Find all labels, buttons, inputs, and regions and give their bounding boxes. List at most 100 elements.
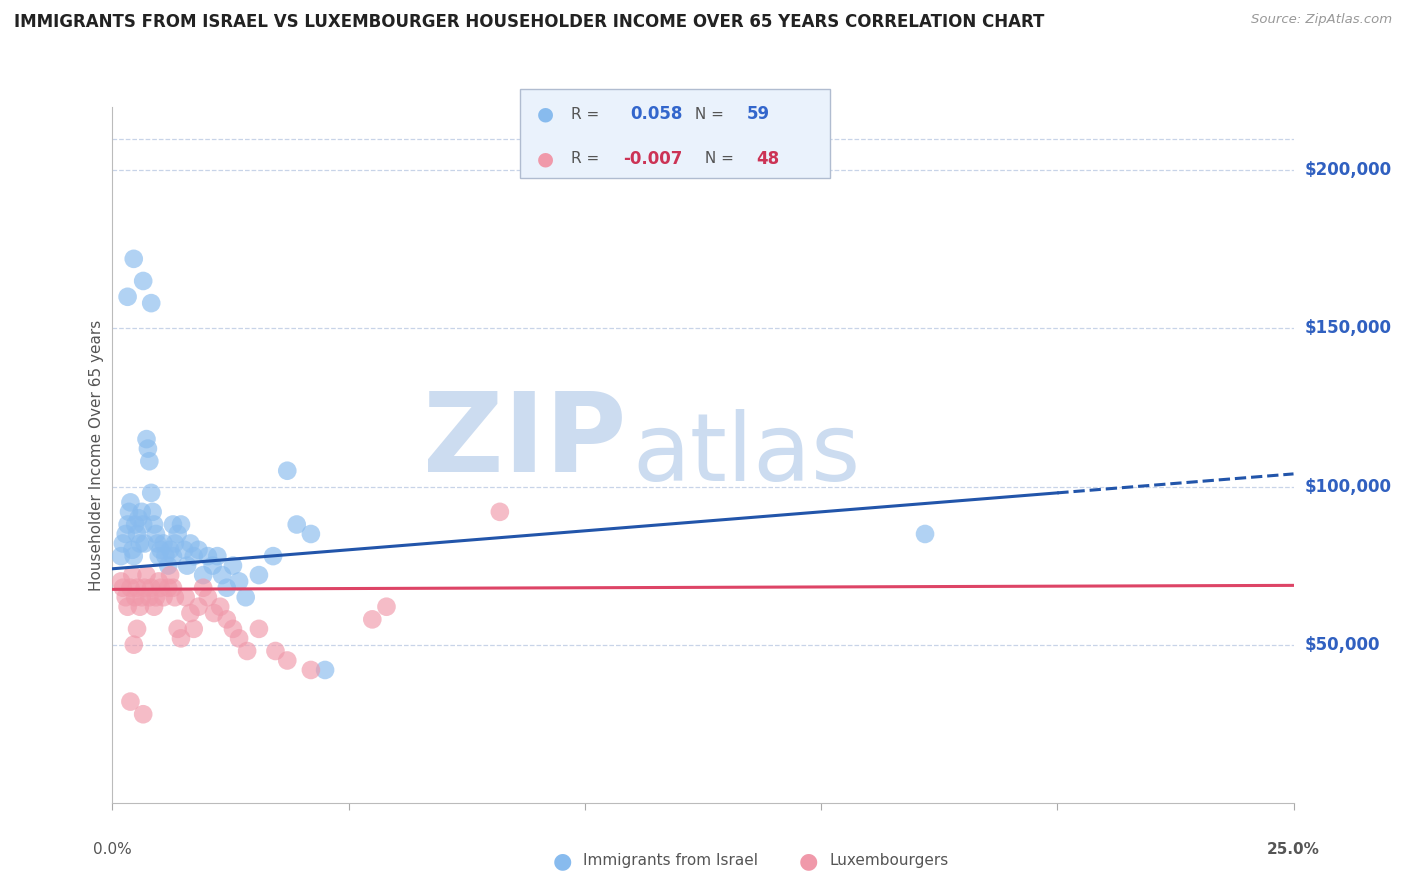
- Point: [128, 536, 150, 550]
- Point: [111, 536, 134, 550]
- Point: [211, 568, 233, 582]
- Point: [914, 527, 936, 541]
- Text: 48: 48: [756, 150, 779, 168]
- Point: [125, 581, 148, 595]
- Point: [141, 296, 163, 310]
- Point: [247, 622, 270, 636]
- Text: $50,000: $50,000: [1305, 636, 1381, 654]
- Point: [146, 536, 169, 550]
- Text: 0.058: 0.058: [630, 105, 682, 123]
- Point: [118, 505, 141, 519]
- Y-axis label: Householder Income Over 65 years: Householder Income Over 65 years: [89, 319, 104, 591]
- Text: Immigrants from Israel: Immigrants from Israel: [583, 854, 758, 868]
- Point: [183, 549, 205, 563]
- Point: [299, 663, 322, 677]
- Point: [173, 542, 195, 557]
- Point: [124, 591, 146, 605]
- Point: [134, 581, 156, 595]
- Point: [197, 549, 219, 563]
- Text: ●: ●: [799, 851, 818, 871]
- Text: 59: 59: [747, 105, 769, 123]
- Text: $100,000: $100,000: [1305, 477, 1392, 496]
- Text: Source: ZipAtlas.com: Source: ZipAtlas.com: [1251, 13, 1392, 27]
- Point: [124, 517, 146, 532]
- Point: [170, 632, 193, 646]
- Point: [222, 558, 245, 573]
- Text: IMMIGRANTS FROM ISRAEL VS LUXEMBOURGER HOUSEHOLDER INCOME OVER 65 YEARS CORRELAT: IMMIGRANTS FROM ISRAEL VS LUXEMBOURGER H…: [14, 13, 1045, 31]
- Point: [125, 622, 148, 636]
- Point: [143, 599, 166, 614]
- Point: [197, 591, 219, 605]
- Point: [262, 549, 284, 563]
- Point: [209, 599, 232, 614]
- Point: [166, 527, 188, 541]
- Point: [163, 591, 186, 605]
- Point: [111, 581, 134, 595]
- Text: 0.0%: 0.0%: [93, 842, 132, 856]
- Point: [183, 622, 205, 636]
- Point: [162, 517, 184, 532]
- Point: [145, 527, 167, 541]
- Point: [121, 568, 143, 582]
- Point: [155, 549, 177, 563]
- Point: [235, 591, 257, 605]
- Point: [138, 591, 160, 605]
- Point: [131, 505, 153, 519]
- Point: [117, 599, 139, 614]
- Point: [138, 454, 160, 468]
- Point: [179, 606, 201, 620]
- Point: [141, 581, 163, 595]
- Point: [125, 527, 148, 541]
- Point: [361, 612, 384, 626]
- Point: [162, 549, 184, 563]
- Point: [276, 464, 298, 478]
- Point: [163, 536, 186, 550]
- Point: [276, 653, 298, 667]
- Point: [117, 290, 139, 304]
- Point: [202, 606, 225, 620]
- Text: ●: ●: [537, 149, 554, 169]
- Point: [148, 574, 170, 589]
- Text: ●: ●: [553, 851, 572, 871]
- Point: [134, 536, 156, 550]
- Text: $200,000: $200,000: [1305, 161, 1392, 179]
- Point: [247, 568, 270, 582]
- Point: [314, 663, 336, 677]
- Point: [142, 505, 165, 519]
- Point: [215, 581, 238, 595]
- Text: -0.007: -0.007: [623, 150, 682, 168]
- Text: ●: ●: [537, 104, 554, 124]
- Point: [131, 591, 153, 605]
- Point: [264, 644, 287, 658]
- Point: [174, 591, 197, 605]
- Point: [120, 495, 142, 509]
- Text: ZIP: ZIP: [423, 387, 626, 494]
- Point: [135, 432, 157, 446]
- Point: [121, 542, 143, 557]
- Text: N =: N =: [690, 107, 730, 121]
- Point: [132, 274, 155, 288]
- Point: [152, 591, 174, 605]
- Point: [149, 581, 172, 595]
- Text: R =: R =: [571, 107, 605, 121]
- Point: [162, 581, 184, 595]
- Point: [215, 612, 238, 626]
- Text: Luxembourgers: Luxembourgers: [830, 854, 949, 868]
- Point: [120, 695, 142, 709]
- Point: [120, 581, 142, 595]
- Point: [110, 549, 132, 563]
- Point: [159, 568, 181, 582]
- Point: [122, 549, 145, 563]
- Point: [136, 442, 159, 456]
- Point: [141, 486, 163, 500]
- Point: [135, 568, 157, 582]
- Point: [117, 517, 139, 532]
- Point: [143, 517, 166, 532]
- Point: [122, 252, 145, 266]
- Point: [122, 638, 145, 652]
- Point: [489, 505, 512, 519]
- Point: [157, 581, 180, 595]
- Text: atlas: atlas: [633, 409, 860, 501]
- Point: [207, 549, 229, 563]
- Point: [152, 536, 174, 550]
